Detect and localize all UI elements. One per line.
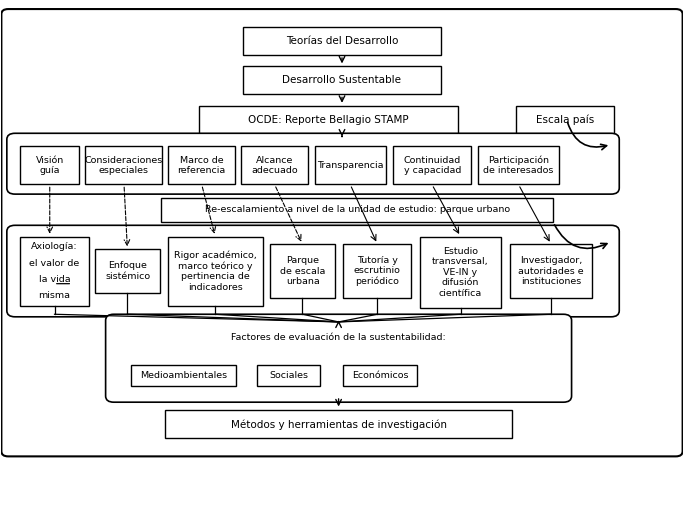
- Bar: [131, 365, 237, 386]
- Text: Estudio
transversal,
VE-IN y
difusión
científica: Estudio transversal, VE-IN y difusión ci…: [432, 247, 489, 298]
- Text: Teorías del Desarrollo: Teorías del Desarrollo: [286, 36, 398, 46]
- Bar: [244, 66, 440, 95]
- FancyBboxPatch shape: [7, 133, 619, 194]
- Text: Transparencia: Transparencia: [317, 161, 384, 170]
- Text: Axiología:: Axiología:: [31, 243, 78, 251]
- Bar: [343, 365, 417, 386]
- Bar: [168, 236, 263, 305]
- Bar: [95, 249, 160, 293]
- Text: Escala país: Escala país: [536, 115, 594, 125]
- Bar: [478, 146, 559, 185]
- Bar: [257, 365, 320, 386]
- Bar: [420, 236, 501, 308]
- Bar: [510, 244, 592, 298]
- Text: Rigor académico,
marco teórico y
pertinencia de
indicadores: Rigor académico, marco teórico y pertine…: [174, 250, 256, 292]
- Text: Enfoque
sistémico: Enfoque sistémico: [105, 261, 150, 281]
- Text: Marco de
referencia: Marco de referencia: [178, 156, 226, 175]
- Bar: [244, 27, 440, 55]
- Text: Continuidad
y capacidad: Continuidad y capacidad: [404, 156, 461, 175]
- Bar: [270, 244, 335, 298]
- Bar: [199, 106, 458, 134]
- Text: Sociales: Sociales: [269, 371, 308, 380]
- Text: Económicos: Económicos: [352, 371, 408, 380]
- Bar: [21, 146, 79, 185]
- Text: Re-escalamiento a nivel de la unidad de estudio: parque urbano: Re-escalamiento a nivel de la unidad de …: [205, 206, 510, 214]
- Text: Visión
guía: Visión guía: [36, 156, 64, 175]
- FancyBboxPatch shape: [7, 225, 619, 317]
- Text: Investigador,
autoridades e
instituciones: Investigador, autoridades e institucione…: [518, 256, 584, 286]
- Text: la vida: la vida: [39, 274, 70, 284]
- Bar: [165, 410, 512, 438]
- Text: misma: misma: [38, 290, 70, 300]
- Text: Factores de evaluación de la sustentabilidad:: Factores de evaluación de la sustentabil…: [231, 333, 446, 342]
- Bar: [168, 146, 235, 185]
- Text: Métodos y herramientas de investigación: Métodos y herramientas de investigación: [231, 419, 447, 430]
- Text: Desarrollo Sustentable: Desarrollo Sustentable: [282, 76, 402, 85]
- Text: Alcance
adecuado: Alcance adecuado: [251, 156, 298, 175]
- Text: el valor de: el valor de: [29, 259, 79, 267]
- Bar: [393, 146, 471, 185]
- Bar: [315, 146, 386, 185]
- Bar: [516, 106, 614, 134]
- Bar: [161, 198, 553, 222]
- FancyBboxPatch shape: [1, 9, 683, 456]
- Bar: [241, 146, 308, 185]
- Text: Parque
de escala
urbana: Parque de escala urbana: [280, 256, 326, 286]
- Text: Tutoría y
escrutinio
periódico: Tutoría y escrutinio periódico: [354, 256, 401, 286]
- Text: Participación
de interesados: Participación de interesados: [484, 155, 553, 175]
- Bar: [21, 236, 89, 305]
- Text: Consideraciones
especiales: Consideraciones especiales: [85, 156, 163, 175]
- Bar: [86, 146, 162, 185]
- Text: Medioambientales: Medioambientales: [140, 371, 227, 380]
- Text: OCDE: Reporte Bellagio STAMP: OCDE: Reporte Bellagio STAMP: [248, 115, 408, 125]
- FancyBboxPatch shape: [105, 314, 572, 402]
- Bar: [343, 244, 412, 298]
